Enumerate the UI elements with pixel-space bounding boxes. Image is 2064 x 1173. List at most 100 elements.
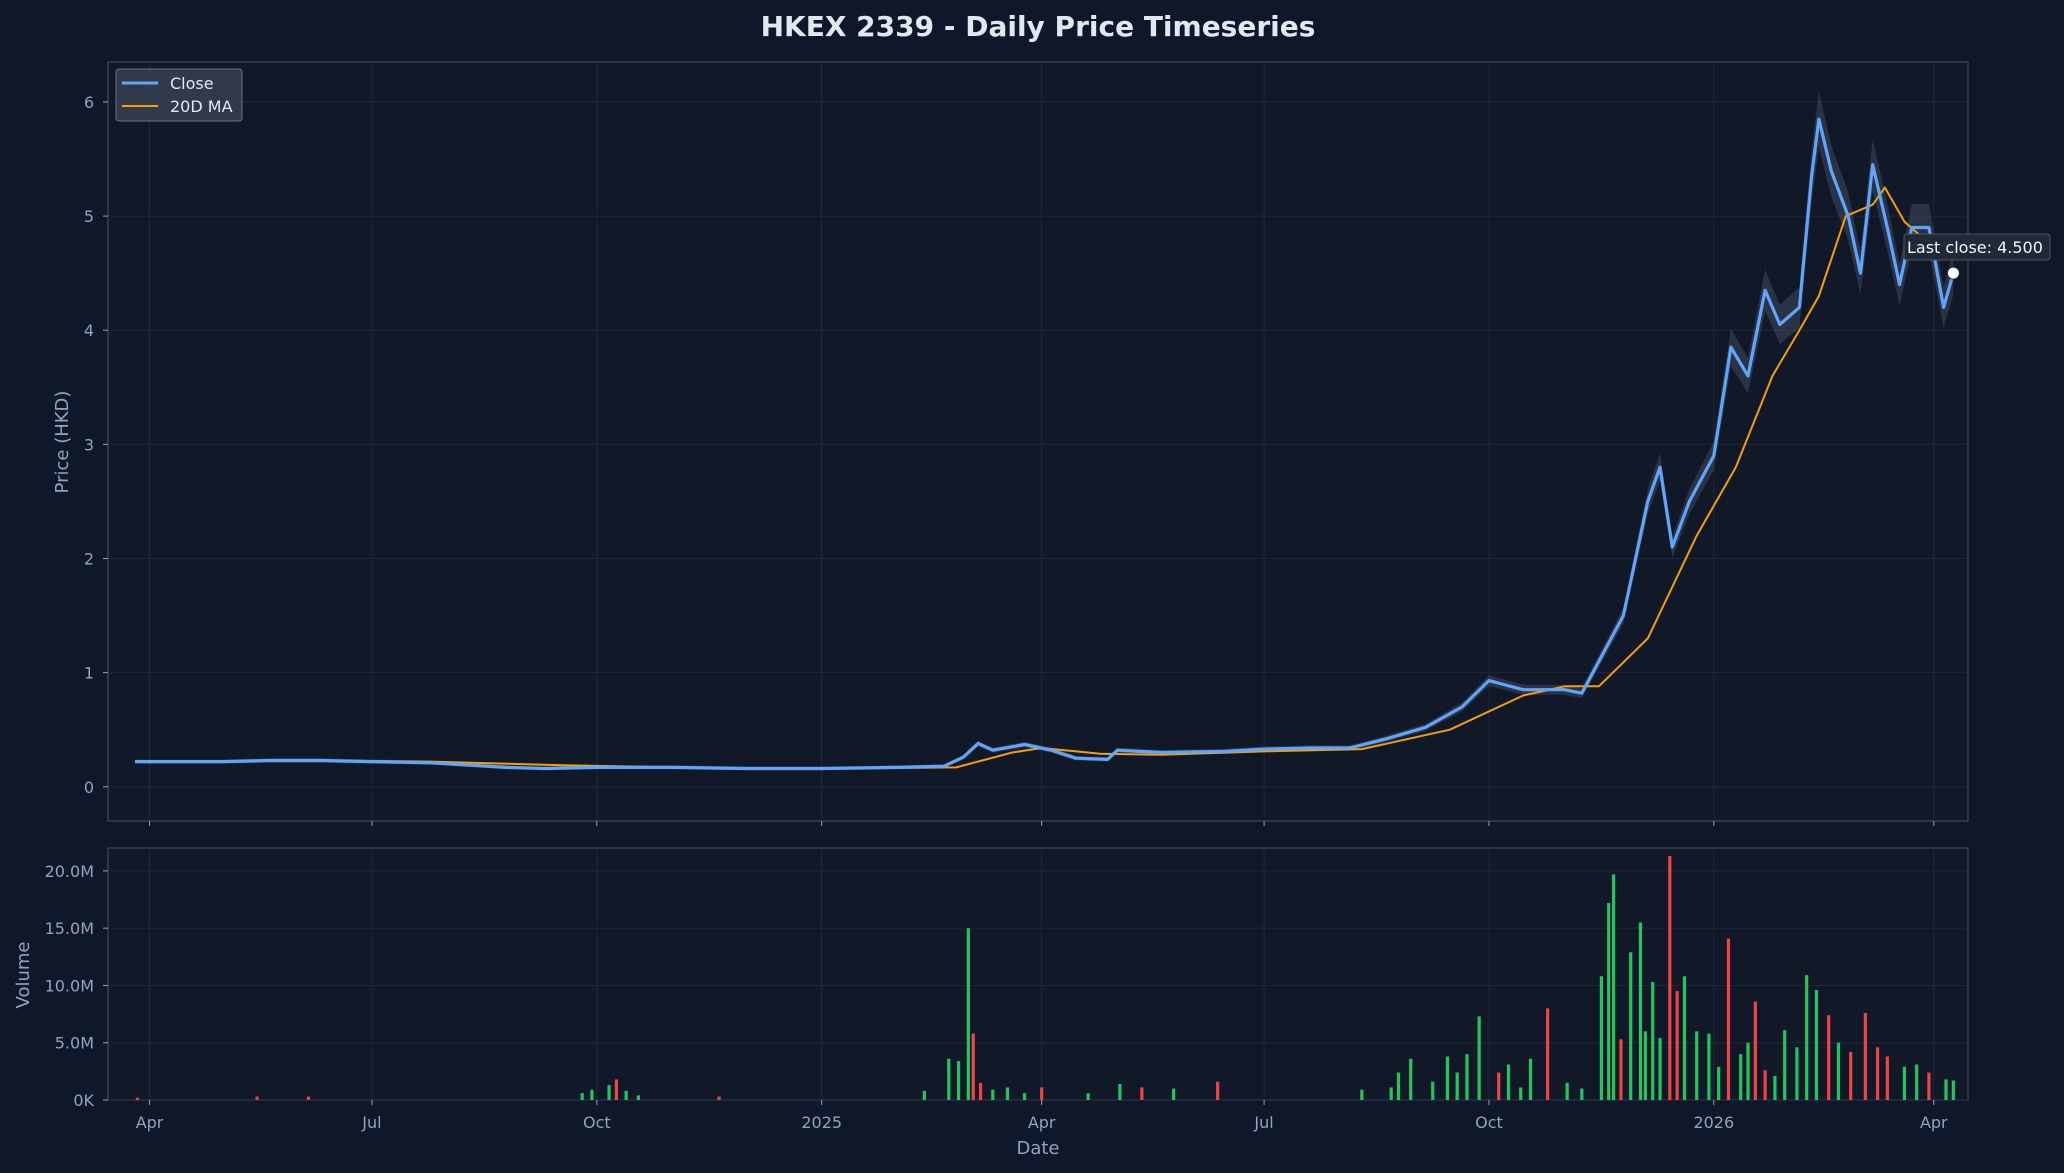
volume-bar [1875, 1047, 1880, 1100]
volume-bar [1795, 1047, 1799, 1100]
volume-bar [1638, 922, 1643, 1100]
price-y-tick-label: 2 [84, 549, 94, 568]
volume-y-axis-label: Volume [13, 942, 34, 1009]
volume-bar [1863, 1012, 1867, 1100]
x-tick-label: 2026 [1693, 1113, 1734, 1132]
volume-bar [1445, 1056, 1449, 1100]
volume-bar [1172, 1088, 1176, 1100]
volume-bar [590, 1089, 594, 1100]
x-tick-label: Jul [361, 1113, 381, 1132]
x-tick-label: Jul [1253, 1113, 1273, 1132]
x-tick-label: Oct [1475, 1113, 1503, 1132]
volume-bar [956, 1061, 961, 1100]
volume-y-tick-label: 0K [73, 1091, 94, 1110]
price-lines [134, 91, 1960, 771]
volume-bar [1814, 990, 1819, 1100]
price-y-tick-label: 0 [84, 778, 94, 797]
volume-bar [1455, 1072, 1459, 1100]
last-close-marker [1946, 266, 1960, 280]
volume-bar [1915, 1064, 1919, 1100]
volume-y-tick-label: 20.0M [45, 862, 94, 881]
volume-bar [614, 1079, 618, 1100]
volume-bar [1396, 1072, 1401, 1100]
legend-close-label: Close [170, 74, 214, 93]
x-tick-label: Apr [1028, 1113, 1056, 1132]
volume-bar [1927, 1072, 1931, 1100]
volume-bar [1465, 1054, 1469, 1100]
volume-bar [1497, 1072, 1501, 1100]
volume-bar [1506, 1064, 1511, 1100]
volume-bar [1951, 1080, 1955, 1100]
volume-grid [108, 848, 1968, 1101]
volume-bar [1836, 1042, 1841, 1100]
volume-bar [978, 1082, 983, 1100]
volume-bar [636, 1095, 640, 1100]
volume-bar [1658, 1038, 1662, 1100]
volume-panel [107, 847, 1969, 1101]
volume-bar [1565, 1082, 1569, 1100]
last-close-label: Last close: 4.500 [1907, 238, 2043, 257]
volume-bar [1118, 1083, 1122, 1100]
price-y-tick-label: 3 [84, 435, 94, 454]
x-tick-label: Apr [136, 1113, 164, 1132]
x-tick-label: Oct [583, 1113, 611, 1132]
price-y-tick-label: 6 [84, 93, 94, 112]
volume-bar [624, 1090, 628, 1100]
price-y-tick-label: 4 [84, 321, 94, 340]
volume-bar [1599, 976, 1603, 1100]
volume-bar [1477, 1016, 1481, 1100]
volume-bar [1746, 1042, 1750, 1100]
volume-bar [971, 1033, 975, 1100]
volume-bar [1022, 1093, 1027, 1100]
volume-bar [1643, 1031, 1647, 1100]
x-axis-label: Date [1016, 1138, 1059, 1159]
volume-bar [1040, 1087, 1044, 1100]
volume-bar [1409, 1058, 1413, 1100]
volume-bar [1726, 938, 1731, 1100]
volume-bar [1519, 1087, 1523, 1100]
volume-bar [1849, 1051, 1853, 1100]
price-grid [108, 62, 1968, 821]
price-y-ticks: 0 1 2 3 4 5 6 [84, 93, 108, 797]
volume-bar [255, 1096, 259, 1100]
volume-bar [1431, 1081, 1435, 1100]
volume-bar [1389, 1087, 1393, 1100]
volume-bar [1902, 1066, 1907, 1100]
price-y-tick-label: 1 [84, 664, 94, 683]
volume-bar [1827, 1015, 1831, 1100]
last-close-box [1903, 233, 2051, 261]
volume-bar [1580, 1088, 1584, 1100]
volume-bar [1216, 1081, 1220, 1100]
volume-bar [922, 1090, 926, 1100]
legend: Close 20D MA [115, 68, 243, 122]
volume-bar [1619, 1039, 1623, 1100]
chart-title: HKEX 2339 - Daily Price Timeseries [761, 10, 1316, 43]
volume-bar [991, 1089, 995, 1100]
volume-bar [135, 1097, 139, 1100]
volume-bar [607, 1085, 611, 1100]
volume-y-tick-label: 5.0M [55, 1034, 94, 1053]
volume-bar [1707, 1033, 1711, 1100]
volume-y-tick-label: 10.0M [45, 976, 94, 995]
volume-bar [1805, 975, 1809, 1100]
volume-bar [966, 928, 970, 1100]
volume-bar [1763, 1070, 1767, 1100]
volume-bar [1675, 991, 1679, 1100]
volume-bar [1086, 1093, 1090, 1100]
volume-bar [1546, 1008, 1550, 1100]
volume-bar [1682, 976, 1687, 1100]
volume-bar [1360, 1089, 1364, 1100]
volume-bar [1695, 1031, 1699, 1100]
volume-bar [1140, 1087, 1144, 1100]
volume-bar [1629, 952, 1633, 1100]
volume-bar [1773, 1075, 1777, 1100]
volume-bar [1528, 1058, 1533, 1100]
volume-bar [1739, 1054, 1743, 1100]
volume-bar [1651, 982, 1655, 1100]
volume-bar [1717, 1066, 1721, 1100]
volume-bar [1885, 1056, 1889, 1100]
volume-bar [1783, 1030, 1787, 1100]
price-y-tick-label: 5 [84, 207, 94, 226]
